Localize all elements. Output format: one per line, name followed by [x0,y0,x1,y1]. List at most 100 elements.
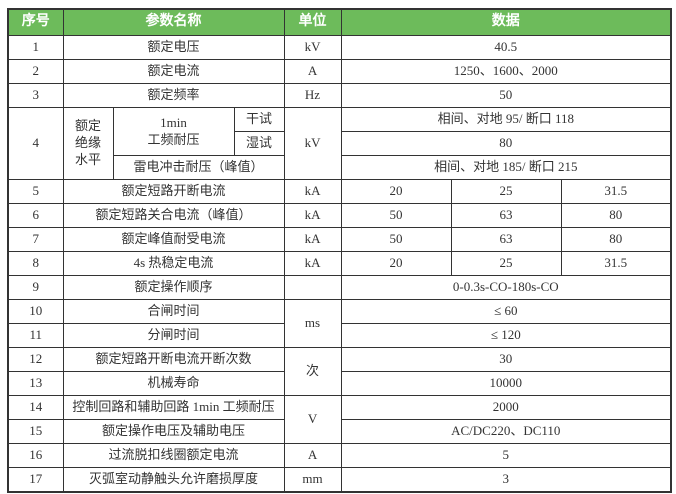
table-row: 2 额定电流 A 1250、1600、2000 [7,59,672,84]
cell-row-number: 3 [7,83,64,108]
cell-row-number: 16 [7,443,64,468]
cell-unit: Hz [283,83,342,108]
table-row: 17 灭弧室动静触头允许磨损厚度 mm 3 [7,467,672,493]
cell-data-value: 50 [340,203,452,228]
cell-row-number: 17 [7,467,64,493]
cell-data-value: 80 [340,131,672,156]
cell-parameter-name: 额定操作电压及辅助电压 [62,419,285,444]
table-row: 3 额定频率 Hz 50 [7,83,672,108]
cell-data-value: 20 [340,179,452,204]
cell-power-freq-withstand: 1min 工频耐压 [112,107,235,156]
cell-unit [283,275,342,300]
cell-unit: kV [283,107,342,180]
header-row: 序号 参数名称 单位 数据 [7,8,672,36]
cell-unit: A [283,59,342,84]
table-row: 15 额定操作电压及辅助电压 AC/DC220、DC110 [7,419,672,444]
cell-wet-test: 湿试 [233,131,285,156]
cell-row-number: 1 [7,35,64,60]
header-data: 数据 [340,8,672,36]
cell-data-value: ≤ 60 [340,299,672,324]
cell-data-value: AC/DC220、DC110 [340,419,672,444]
cell-row-number: 2 [7,59,64,84]
cell-unit: V [283,395,342,444]
cell-data-value: 40.5 [340,35,672,60]
cell-data-value: 80 [560,227,672,252]
cell-data-value: 25 [450,179,562,204]
cell-unit: kA [283,227,342,252]
cell-parameter-name: 额定短路关合电流（峰值） [62,203,285,228]
cell-row-number: 8 [7,251,64,276]
cell-parameter-name: 控制回路和辅助回路 1min 工频耐压 [62,395,285,420]
cell-row-number: 13 [7,371,64,396]
cell-data-value: 1250、1600、2000 [340,59,672,84]
cell-unit: kA [283,203,342,228]
cell-data-value: 50 [340,227,452,252]
cell-row-number: 15 [7,419,64,444]
cell-parameter-name: 额定峰值耐受电流 [62,227,285,252]
table-row: 1 额定电压 kV 40.5 [7,35,672,60]
cell-parameter-name: 额定电流 [62,59,285,84]
header-parameter-name: 参数名称 [62,8,285,36]
cell-insulation-group: 额定 绝缘 水平 [62,107,114,180]
cell-data-value: 31.5 [560,179,672,204]
cell-unit: kV [283,35,342,60]
table-row: 13 机械寿命 10000 [7,371,672,396]
cell-parameter-name: 额定短路开断电流开断次数 [62,347,285,372]
cell-data-value: 5 [340,443,672,468]
table-row: 11 分闸时间 ≤ 120 [7,323,672,348]
cell-lightning-impulse: 雷电冲击耐压（峰值） [112,155,285,180]
cell-data-value: 63 [450,227,562,252]
spec-table: 序号 参数名称 单位 数据 1 额定电压 kV 40.5 2 额定电流 A 12… [7,8,673,493]
cell-row-number: 12 [7,347,64,372]
cell-row-number: 10 [7,299,64,324]
cell-row-number: 5 [7,179,64,204]
cell-dry-test: 干试 [233,107,285,132]
cell-data-value: 2000 [340,395,672,420]
cell-row-number: 6 [7,203,64,228]
cell-unit: kA [283,179,342,204]
cell-parameter-name: 额定短路开断电流 [62,179,285,204]
cell-data-value: 3 [340,467,672,493]
cell-unit: A [283,443,342,468]
cell-row-number: 9 [7,275,64,300]
table-row: 4 额定 绝缘 水平 1min 工频耐压 干试 kV 相间、对地 95/ 断口 … [7,107,672,180]
cell-data-value: 0-0.3s-CO-180s-CO [340,275,672,300]
cell-parameter-name: 灭弧室动静触头允许磨损厚度 [62,467,285,493]
cell-row-number: 14 [7,395,64,420]
cell-parameter-name: 机械寿命 [62,371,285,396]
cell-unit: kA [283,251,342,276]
cell-data-value: 相间、对地 95/ 断口 118 [340,107,672,132]
cell-data-value: 50 [340,83,672,108]
table-row: 湿试 80 [8,131,672,156]
table-header: 序号 参数名称 单位 数据 [7,8,672,36]
cell-parameter-name: 额定操作顺序 [62,275,285,300]
cell-unit: 次 [283,347,342,396]
cell-data-value: ≤ 120 [340,323,672,348]
cell-parameter-name: 额定频率 [62,83,285,108]
cell-data-value: 10000 [340,371,672,396]
table-row: 12 额定短路开断电流开断次数 次 30 [7,347,672,396]
cell-data-value: 31.5 [560,251,672,276]
table-row: 14 控制回路和辅助回路 1min 工频耐压 V 2000 [7,395,672,444]
cell-parameter-name: 分闸时间 [62,323,285,348]
cell-data-value: 25 [450,251,562,276]
cell-row-number: 7 [7,227,64,252]
cell-parameter-name: 合闸时间 [62,299,285,324]
cell-data-value: 80 [560,203,672,228]
cell-data-value: 相间、对地 185/ 断口 215 [340,155,672,180]
cell-parameter-name: 4s 热稳定电流 [62,251,285,276]
table-row: 雷电冲击耐压（峰值） 相间、对地 185/ 断口 215 [8,155,672,180]
cell-data-value: 63 [450,203,562,228]
cell-row-number: 11 [7,323,64,348]
table-row: 8 4s 热稳定电流 kA 20 25 31.5 [7,251,672,276]
header-no: 序号 [7,8,64,36]
cell-parameter-name: 额定电压 [62,35,285,60]
cell-data-value: 30 [340,347,672,372]
table-row: 10 合闸时间 ms ≤ 60 [7,299,672,348]
table-row: 6 额定短路关合电流（峰值） kA 50 63 80 [7,203,672,228]
header-unit: 单位 [283,8,342,36]
cell-unit: ms [283,299,342,348]
cell-parameter-name: 过流脱扣线圈额定电流 [62,443,285,468]
cell-unit: mm [283,467,342,493]
table-row: 7 额定峰值耐受电流 kA 50 63 80 [7,227,672,252]
